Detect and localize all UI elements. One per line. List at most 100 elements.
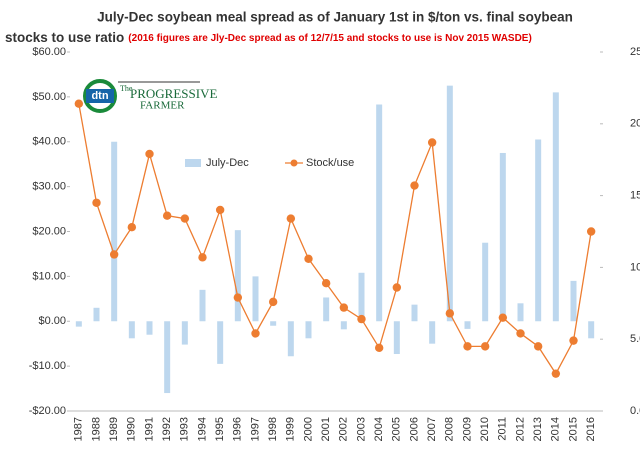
point — [569, 336, 578, 345]
x-tick-label: 1996 — [232, 417, 244, 441]
x-tick-label: 1987 — [73, 417, 85, 441]
chart-title-2: stocks to use ratio — [5, 30, 124, 45]
legend-label: July-Dec — [206, 157, 249, 169]
logo: dtn The PROGRESSIVE FARMER — [83, 79, 217, 113]
point — [374, 343, 384, 353]
legend-label: Stock/use — [306, 157, 354, 169]
point — [498, 313, 508, 322]
point — [162, 211, 172, 220]
bar — [464, 321, 471, 329]
bar — [111, 141, 118, 322]
x-tick-label: 1990 — [126, 417, 138, 441]
y-tick-label: $30.00 — [32, 181, 66, 193]
x-tick-label: 1998 — [267, 417, 279, 441]
bar — [75, 321, 82, 327]
point — [268, 297, 278, 307]
bar — [199, 289, 206, 322]
bar — [164, 321, 171, 394]
chart-subtitle: (2016 figures are Jly-Dec spread as of 1… — [128, 33, 532, 44]
y2-tick-label: 0.0% — [630, 405, 640, 417]
point — [480, 342, 490, 351]
point — [463, 342, 472, 351]
y-tick-label: -$10.00 — [29, 360, 66, 372]
x-tick-label: 2006 — [408, 417, 420, 441]
y2-tick-label: 25.0% — [630, 46, 640, 58]
bar — [376, 104, 383, 322]
point — [551, 369, 561, 378]
bar — [517, 303, 524, 322]
point — [533, 342, 543, 351]
x-tick-label: 2009 — [461, 417, 473, 441]
title-line: stocks to use ratio (2016 figures are Jly… — [5, 30, 532, 45]
x-tick-label: 2005 — [391, 417, 403, 441]
point — [321, 278, 331, 288]
y-tick-label: $10.00 — [32, 270, 66, 282]
bar — [217, 321, 224, 364]
y-tick-label: $20.00 — [32, 225, 66, 237]
bar — [446, 85, 453, 322]
x-tick-label: 2007 — [426, 417, 438, 441]
x-tick-label: 2000 — [302, 417, 314, 441]
y-tick-label: -$20.00 — [29, 405, 66, 417]
bar — [146, 321, 153, 335]
logo-name2: FARMER — [140, 100, 185, 112]
point — [92, 198, 101, 207]
point — [74, 99, 84, 108]
bar — [252, 276, 259, 322]
bar — [499, 152, 506, 322]
bar — [535, 139, 542, 322]
legend-swatch — [185, 159, 201, 167]
x-tick-label: 1992 — [161, 417, 173, 441]
bar — [287, 321, 294, 357]
x-tick-label: 2004 — [373, 417, 385, 441]
x-tick-label: 1988 — [90, 417, 102, 441]
x-tick-label: 2008 — [444, 417, 456, 441]
bar — [358, 272, 365, 322]
x-tick-label: 2016 — [585, 417, 597, 441]
y2-tick-label: 5.0% — [630, 333, 640, 345]
bar — [411, 304, 418, 322]
y2-tick-label: 10.0% — [630, 261, 640, 273]
point — [304, 254, 313, 263]
point — [251, 329, 260, 338]
point — [109, 250, 119, 259]
logo-name: PROGRESSIVE — [130, 86, 217, 101]
x-tick-label: 2002 — [338, 417, 350, 441]
point — [445, 309, 455, 318]
bar — [128, 321, 135, 339]
y-tick-label: $40.00 — [32, 136, 66, 148]
x-tick-label: 2003 — [355, 417, 367, 441]
x-tick-label: 2014 — [550, 417, 562, 441]
point — [427, 138, 437, 147]
x-tick-label: 2013 — [532, 417, 544, 441]
x-tick-label: 1991 — [143, 417, 155, 441]
point — [180, 214, 190, 223]
bar — [181, 321, 188, 345]
x-tick-label: 1989 — [108, 417, 120, 441]
point — [410, 181, 419, 190]
logo-band — [86, 89, 114, 103]
point — [339, 303, 349, 312]
point — [233, 293, 243, 302]
legend-swatch — [290, 159, 298, 167]
point — [215, 205, 225, 215]
y2-tick-label: 15.0% — [630, 190, 640, 202]
logo-badge: dtn — [91, 90, 108, 102]
x-tick-label: 1994 — [196, 417, 208, 441]
bar — [482, 242, 489, 322]
bar — [429, 321, 436, 344]
point — [145, 149, 154, 159]
x-tick-label: 2011 — [497, 417, 509, 441]
y2-tick-label: 20.0% — [630, 118, 640, 130]
bar — [93, 307, 100, 322]
x-tick-label: 2012 — [514, 417, 526, 441]
y-tick-label: $0.00 — [38, 315, 66, 327]
y-tick-label: $50.00 — [32, 91, 66, 103]
x-tick-label: 2010 — [479, 417, 491, 441]
logo-small: The — [120, 84, 133, 93]
chart-title: July-Dec soybean meal spread as of Janua… — [97, 10, 573, 25]
point — [198, 253, 207, 262]
y-tick-label: $60.00 — [32, 46, 66, 58]
point — [127, 222, 137, 232]
